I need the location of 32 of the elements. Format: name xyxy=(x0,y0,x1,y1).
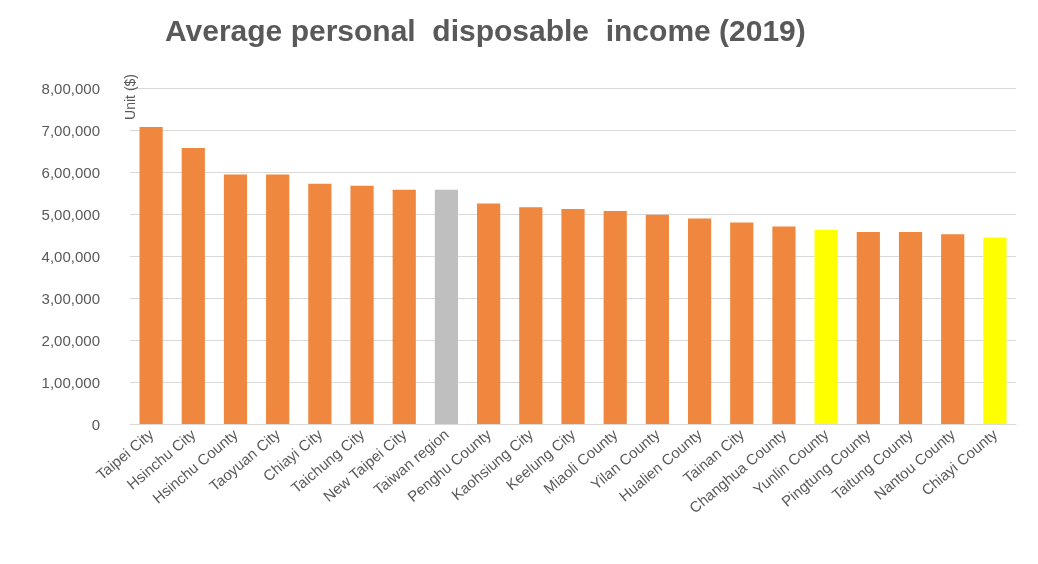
bar xyxy=(392,189,416,424)
bar xyxy=(477,203,501,424)
bar xyxy=(898,232,923,424)
bar xyxy=(181,148,205,424)
bar xyxy=(519,207,543,424)
y-tick-label: 5,00,000 xyxy=(41,205,100,223)
y-tick-label: 1,00,000 xyxy=(41,373,100,391)
bar xyxy=(941,234,965,424)
bar xyxy=(645,214,669,424)
y-tick-label: 6,00,000 xyxy=(41,163,100,181)
bar xyxy=(139,127,163,424)
bar xyxy=(983,237,1007,424)
y-tick-label: 2,00,000 xyxy=(41,331,100,349)
bar xyxy=(561,208,585,424)
bar xyxy=(603,211,627,424)
y-tick-label: 0 xyxy=(91,415,100,433)
bar xyxy=(350,185,374,424)
y-tick-label: 3,00,000 xyxy=(41,289,100,307)
bar xyxy=(687,218,712,424)
bar xyxy=(308,183,332,424)
chart-title: Average personal disposable income (2019) xyxy=(165,13,806,47)
bar xyxy=(772,226,796,424)
y-tick-label: 7,00,000 xyxy=(41,121,100,139)
y-tick-label: 4,00,000 xyxy=(41,247,100,265)
bar xyxy=(856,232,880,424)
bar xyxy=(730,222,754,424)
y-axis-title: Unit ($) xyxy=(122,74,138,120)
bar xyxy=(266,174,290,424)
bar xyxy=(223,174,248,424)
bar xyxy=(434,189,459,424)
y-tick-label: 8,00,000 xyxy=(41,79,100,97)
bar xyxy=(814,229,838,424)
